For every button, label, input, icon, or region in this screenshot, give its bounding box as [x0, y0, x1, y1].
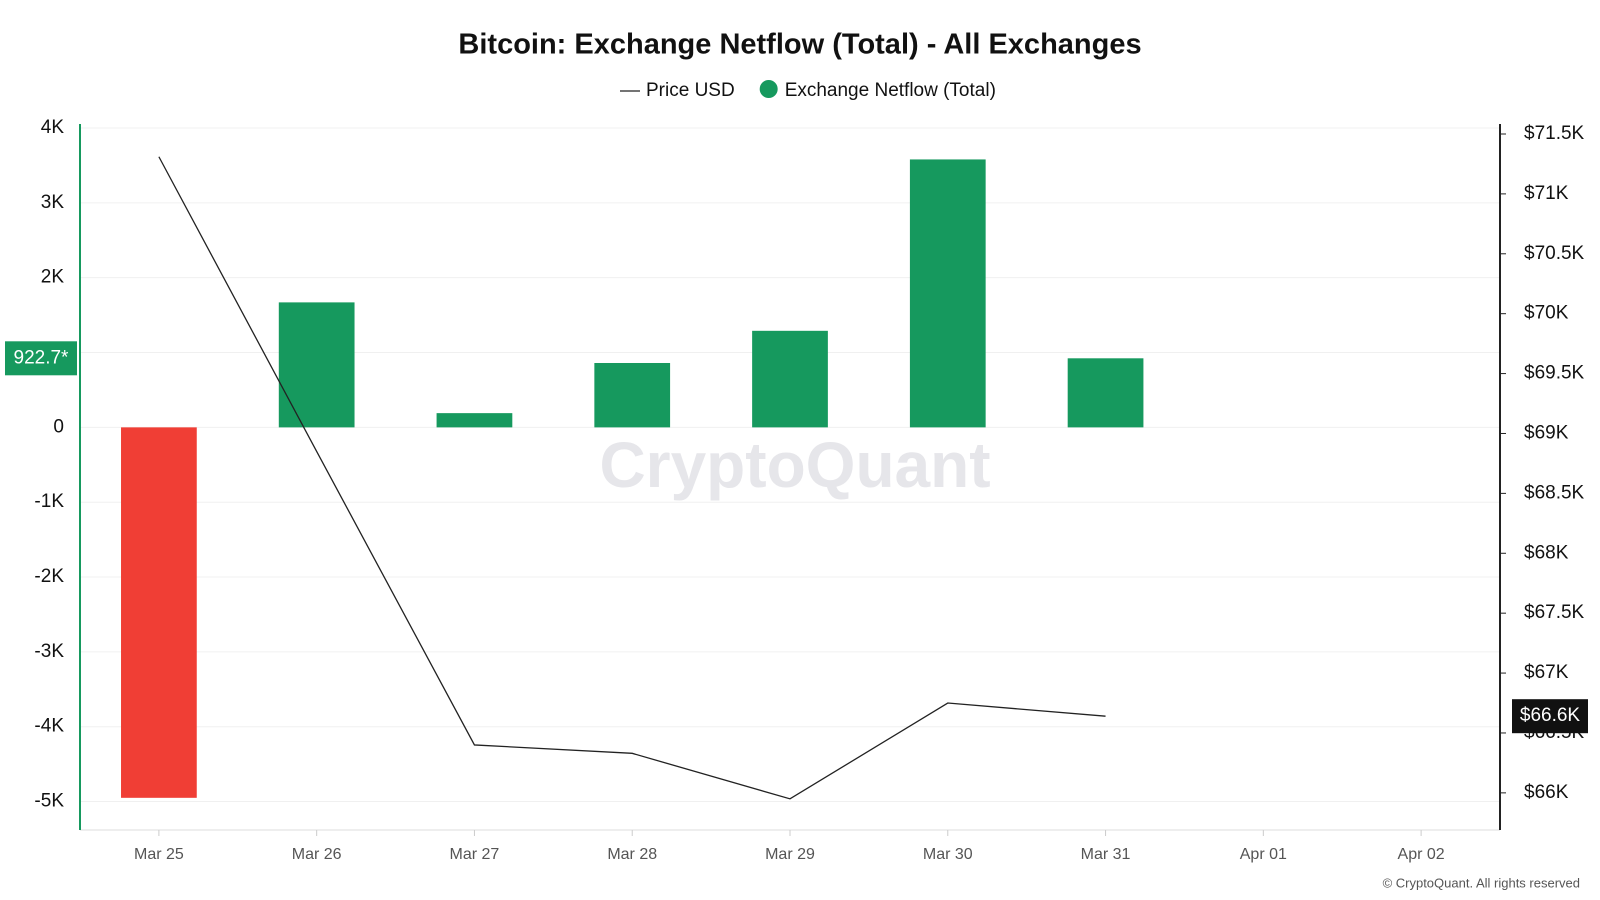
footer: © CryptoQuant. All rights reserved: [1383, 875, 1580, 890]
bar: [752, 330, 828, 428]
y2-tick-label: $69K: [1524, 422, 1569, 443]
y-tick-label: -2K: [34, 566, 64, 587]
y2-tick-label: $70.5K: [1524, 243, 1585, 264]
y2-tick-label: $66K: [1524, 782, 1569, 803]
y2-tick-label: $67K: [1524, 662, 1569, 683]
y2-tick-label: $67.5K: [1524, 602, 1585, 623]
bar: [594, 362, 671, 428]
legend-symbol: [759, 80, 778, 98]
y-tick-label: 2K: [41, 267, 65, 288]
x-tick-label: Mar 30: [923, 846, 973, 863]
y-tick-label: -5K: [34, 791, 64, 812]
y-tick-label: 0: [53, 416, 64, 437]
x-tick-label: Mar 31: [1081, 846, 1131, 863]
x-tick-label: Mar 28: [607, 846, 657, 863]
bar: [1067, 358, 1144, 428]
y-tick-label: 4K: [41, 117, 65, 138]
last-value-box: [1512, 699, 1588, 734]
y2-tick-label: $69.5K: [1524, 363, 1585, 384]
y2-tick-label: $70K: [1524, 303, 1569, 324]
x-tick-label: Mar 25: [134, 846, 184, 863]
x-tick-label: Mar 26: [292, 846, 342, 863]
legend-label: Price USD: [646, 80, 735, 101]
price-line: [158, 156, 1106, 800]
bar: [436, 413, 513, 428]
x-tick-label: Apr 02: [1398, 846, 1445, 863]
bar: [278, 302, 355, 428]
x-tick-label: Apr 01: [1240, 846, 1287, 863]
bar: [121, 427, 197, 798]
y2-tick-label: $68K: [1524, 542, 1569, 563]
last-value-box: [5, 341, 77, 376]
bar: [909, 159, 986, 428]
watermark: CryptoQuant: [599, 429, 990, 501]
y-tick-label: -3K: [34, 641, 64, 662]
y-tick-label: -4K: [34, 716, 64, 737]
chart-title: Bitcoin: Exchange Netflow (Total) - All …: [458, 29, 1141, 61]
y2-tick-label: $68.5K: [1524, 482, 1585, 503]
last-value-label: $66.6K: [1520, 705, 1581, 726]
legend-label: Exchange Netflow (Total): [785, 80, 996, 101]
y2-tick-label: $71.5K: [1524, 123, 1585, 144]
y-tick-label: -1K: [34, 491, 64, 512]
x-tick-label: Mar 27: [450, 846, 500, 863]
last-value-label: 922.7*: [14, 347, 70, 368]
x-tick-label: Mar 29: [765, 846, 815, 863]
y2-tick-label: $71K: [1524, 183, 1569, 204]
y-tick-label: 3K: [41, 192, 65, 213]
